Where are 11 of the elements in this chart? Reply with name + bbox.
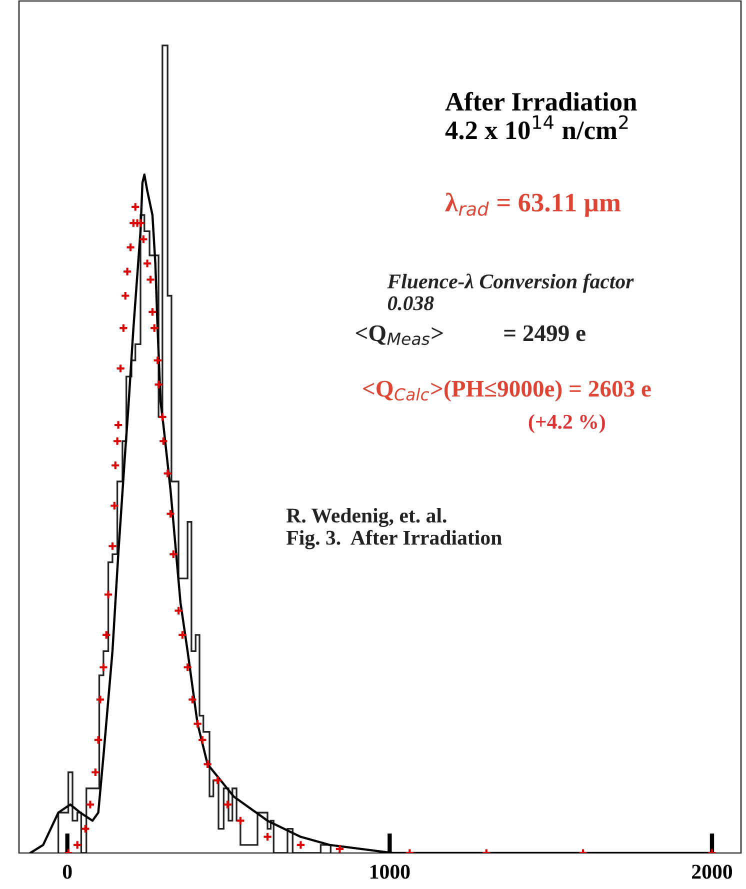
annotation: R. Wedenig, et. al. Fig. 3. After Irradiation [286, 508, 502, 550]
annotation: Fluence-λ Conversion factor 0.038 [387, 274, 634, 310]
x-tick-label: 1000 [370, 864, 410, 879]
annotation: After Irradiation [445, 92, 637, 111]
x-tick-label: 2000 [692, 864, 732, 879]
annotation: (+4.2 %) [528, 414, 605, 434]
annotation: 4.2 x 10$^{14}$ n/cm$^{2}$ [445, 115, 628, 140]
annotation: λ$_{rad}$ = 63.11 µm [445, 192, 620, 217]
x-tick-label: 0 [62, 864, 72, 879]
annotation: <Q$_{Meas}$> = 2499 e [356, 325, 586, 346]
annotation: <Q$_{Calc}$>(PH≤9000e) = 2603 e [363, 380, 651, 402]
